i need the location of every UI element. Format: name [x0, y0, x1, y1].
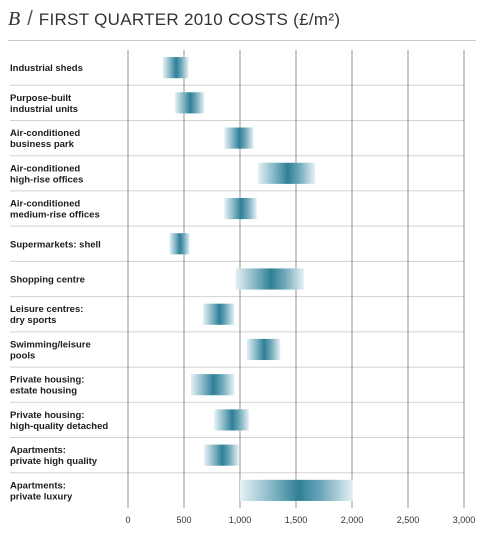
category-label: Air-conditioned: [10, 128, 80, 139]
category-label: Private housing:: [10, 410, 84, 421]
category-label: private luxury: [10, 491, 73, 502]
category-label: Shopping centre: [10, 275, 85, 286]
x-tick-label: 1,500: [285, 515, 308, 525]
range-bar: [257, 162, 316, 184]
category-label: business park: [10, 139, 75, 150]
category-label: Private housing:: [10, 375, 84, 386]
x-tick-label: 500: [176, 515, 191, 525]
category-label: Air-conditioned: [10, 199, 80, 210]
range-bar: [235, 268, 304, 290]
category-label: Swimming/leisure: [10, 339, 91, 350]
range-bar: [175, 92, 205, 114]
title-rule: [8, 40, 476, 41]
range-bar: [214, 409, 249, 431]
range-bar: [204, 444, 239, 466]
range-bar: [203, 303, 235, 325]
range-bar: [169, 233, 190, 255]
title-separator: /: [27, 8, 33, 30]
category-label: medium-rise offices: [10, 210, 100, 221]
category-label: pools: [10, 350, 35, 361]
x-tick-label: 0: [125, 515, 130, 525]
category-label: industrial units: [10, 104, 78, 115]
category-label: Industrial sheds: [10, 63, 83, 74]
x-tick-label: 2,000: [341, 515, 364, 525]
range-bar: [224, 197, 257, 220]
range-bar: [246, 338, 281, 361]
x-tick-label: 3,000: [453, 515, 476, 525]
title-text: FIRST QUARTER 2010 COSTS (£/m²): [38, 10, 341, 29]
category-label: dry sports: [10, 315, 56, 326]
category-label: Purpose-built: [10, 93, 72, 104]
range-bar: [224, 127, 254, 149]
range-bar: [190, 374, 235, 396]
category-label: Air-conditioned: [10, 163, 80, 174]
category-label: Apartments:: [10, 445, 66, 456]
category-label: high-rise offices: [10, 174, 83, 185]
x-tick-label: 2,500: [397, 515, 420, 525]
range-bar: [162, 57, 189, 79]
category-label: estate housing: [10, 386, 77, 397]
x-tick-label: 1,000: [229, 515, 252, 525]
chart-title: B / FIRST QUARTER 2010 COSTS (£/m²): [8, 8, 340, 34]
category-label: Supermarkets: shell: [10, 239, 101, 250]
category-label: Apartments:: [10, 480, 66, 491]
category-label: high-quality detached: [10, 421, 108, 432]
category-label: Leisure centres:: [10, 304, 83, 315]
category-label: private high quality: [10, 456, 98, 467]
range-bar: [240, 479, 354, 501]
title-letter: B: [8, 8, 21, 30]
